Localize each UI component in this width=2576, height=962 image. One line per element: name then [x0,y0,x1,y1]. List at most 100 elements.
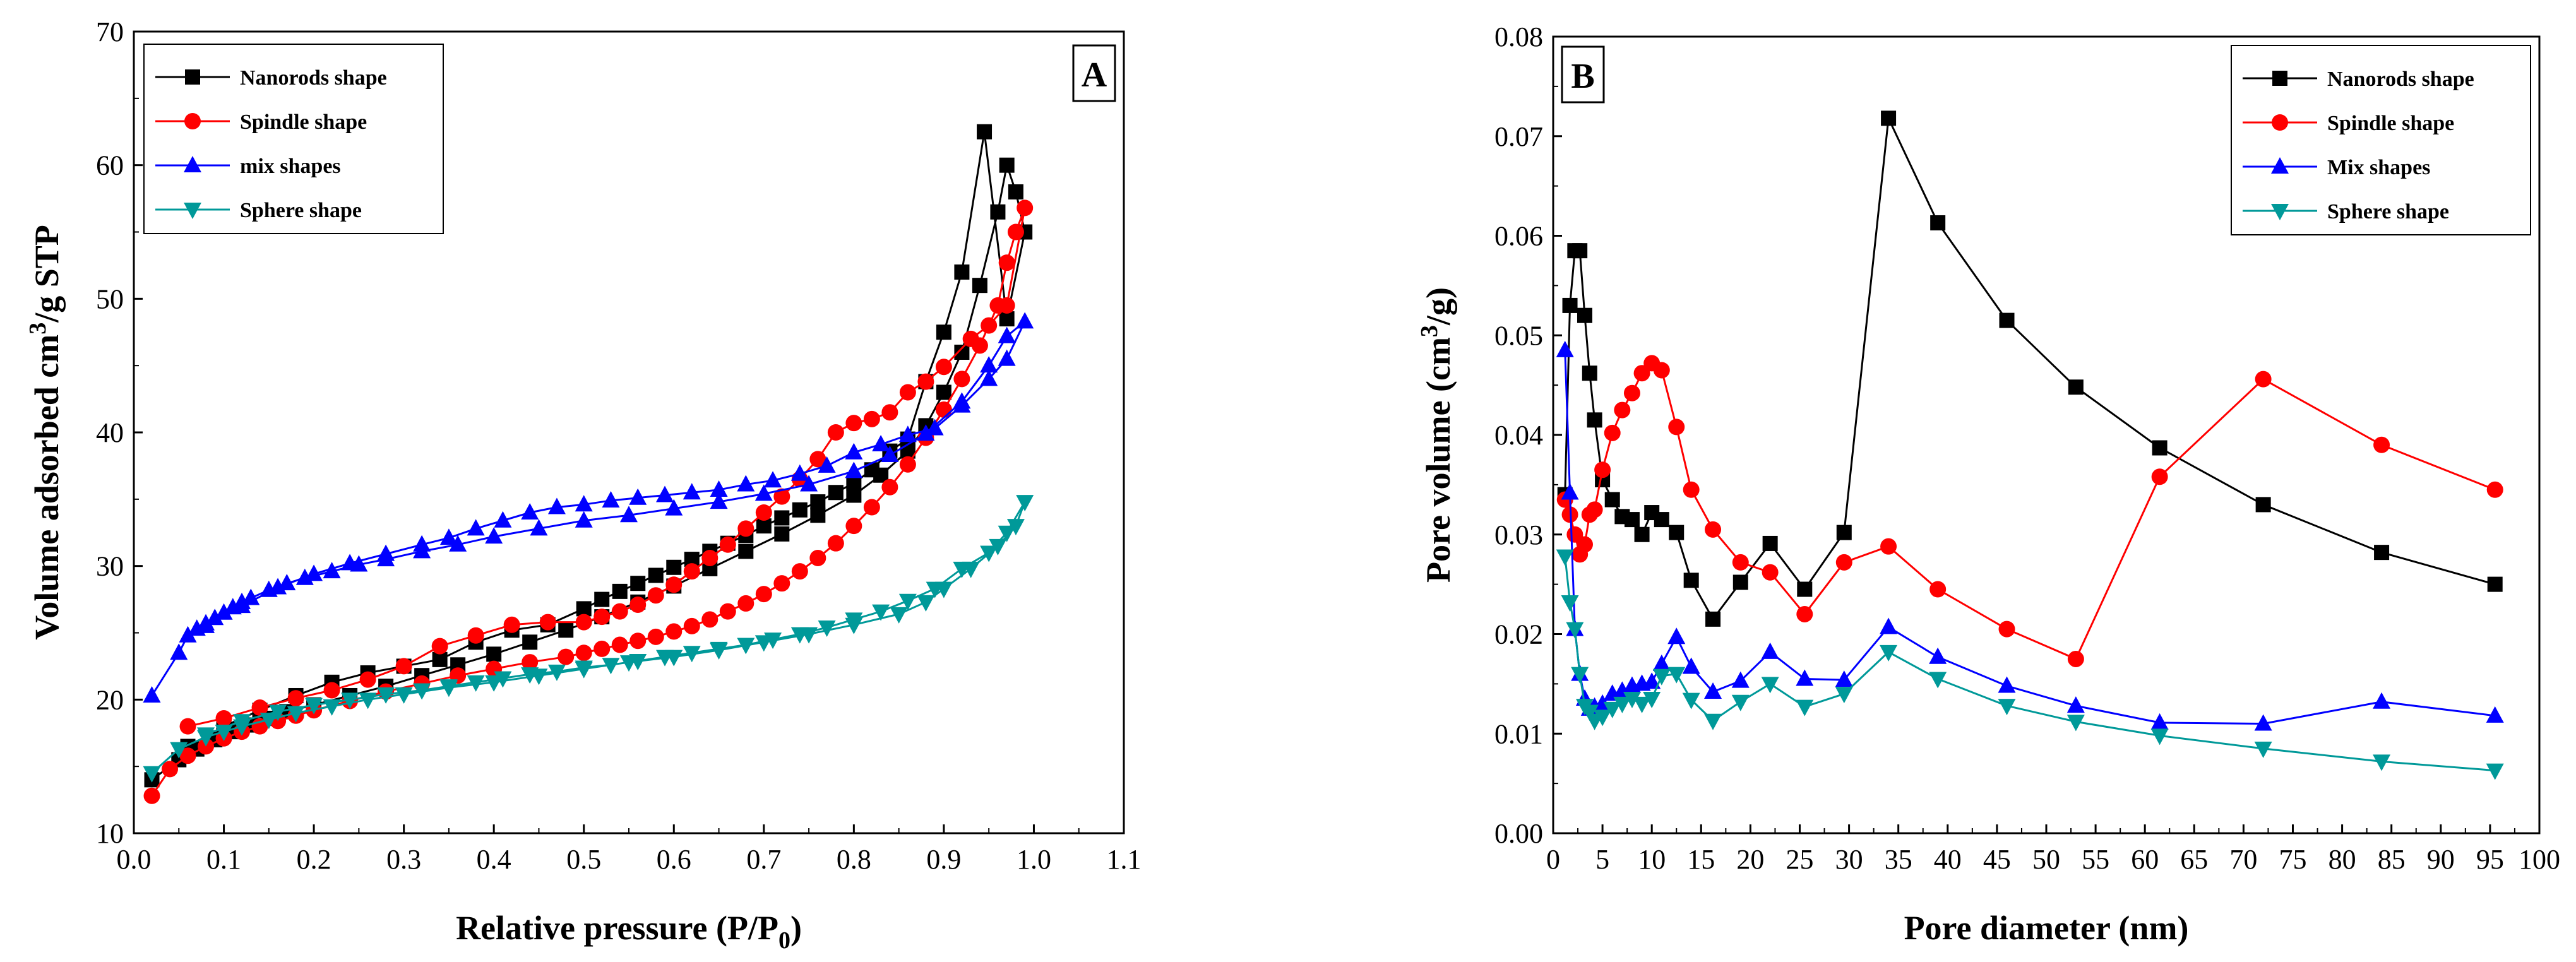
data-point [1796,605,1813,622]
data-point [737,595,754,612]
legend-marker [2272,71,2287,86]
data-point [2373,754,2391,771]
legend-marker [2272,114,2288,131]
x-tick-label: 0.6 [657,844,691,875]
data-point [998,254,1015,271]
series-layer-b [1556,110,2504,780]
data-point [710,492,728,509]
data-point [439,679,458,696]
data-point [1580,704,1599,722]
data-point [998,326,1016,343]
y-tick-label: 0.08 [1494,21,1543,52]
data-point [756,518,772,534]
data-point [197,727,215,744]
data-point [683,646,701,663]
data-point [1880,538,1897,555]
data-point [1576,536,1593,553]
y-tick-label: 0.00 [1494,818,1543,849]
data-point [629,632,647,650]
data-point [1761,642,1779,659]
data-point [665,623,683,640]
data-point [1669,525,1685,540]
data-point [305,698,323,715]
data-point [341,554,359,571]
x-tick-label: 0.1 [206,844,241,875]
x-tick-label: 0.3 [386,844,421,875]
data-point [521,667,539,684]
data-point [980,369,998,386]
data-point [953,396,971,413]
data-point [1587,412,1602,428]
data-point [665,499,683,516]
data-point [1704,713,1722,730]
x-axis-title-a-sub: 0 [778,927,790,954]
data-point [2373,436,2390,453]
data-point [522,634,538,650]
data-point [494,511,512,528]
data-point [1836,525,1852,540]
data-point [1561,595,1579,612]
y-tick-label: 50 [96,283,124,314]
y-tick-label: 0.05 [1494,320,1543,351]
series-b-3 [1556,549,2504,780]
data-point [917,595,935,612]
panel-label-a: A [1082,56,1107,95]
x-tick-label: 0 [1546,844,1560,875]
data-point [1998,699,2016,716]
data-point [764,632,782,650]
data-point [1668,419,1685,436]
data-point [898,425,917,442]
x-tick-label: 100 [2519,844,2560,875]
data-point [647,587,664,604]
data-point [1880,644,1898,662]
data-point [872,435,890,452]
data-point [845,518,862,535]
data-point [1667,667,1686,684]
data-point [818,621,836,638]
series-line [1564,556,2495,772]
data-point [1643,672,1661,689]
legend-marker [184,203,201,219]
data-point [1006,519,1025,536]
data-point [998,297,1015,314]
data-point [828,485,844,501]
data-point [953,561,971,578]
y-tick-label: 70 [96,16,124,47]
data-point [953,371,970,388]
data-point [791,563,808,580]
data-point [2486,481,2503,498]
data-point [872,604,890,621]
data-point [890,607,908,624]
data-point [2374,545,2390,561]
data-point [1604,492,1620,508]
data-point [926,419,944,436]
data-point [522,654,539,671]
data-point [432,651,448,667]
x-tick-label: 0.0 [117,844,152,875]
y-axis-title-a-main: Volume adsorbed cm [28,335,66,640]
data-point [1653,362,1670,379]
data-point [917,424,935,441]
data-point [162,761,179,778]
data-point [558,622,574,638]
panel-label-box-a [1072,44,1116,102]
data-point [413,535,431,552]
x-tick-label: 0.7 [746,844,781,875]
data-point [809,549,826,566]
legend-b: Nanorods shape Spindle shape Mix shapes Sph… [2231,45,2531,235]
data-point [990,204,1006,220]
data-point [170,742,188,759]
data-point [1017,199,1034,217]
data-point [593,640,611,657]
data-point [629,597,647,614]
legend-label: Mix shapes [2327,156,2430,179]
data-point [521,503,539,520]
x-tick-label: 35 [1885,844,1912,875]
data-point [1667,627,1686,644]
data-point [539,614,556,631]
series-a-3 [143,495,1034,783]
data-point [1705,611,1721,627]
data-point [2067,650,2084,667]
data-point [1623,384,1640,401]
